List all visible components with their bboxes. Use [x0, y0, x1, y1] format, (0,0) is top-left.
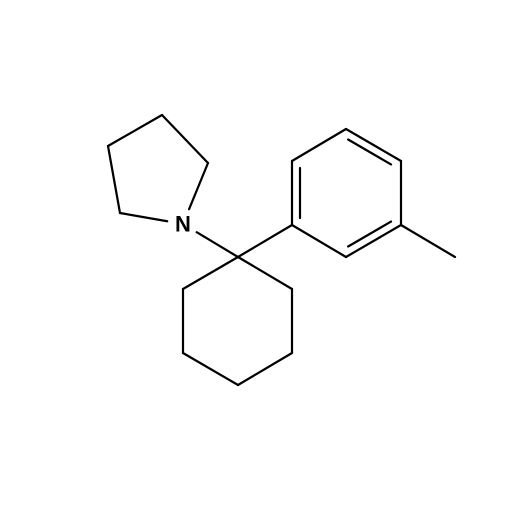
bond — [238, 225, 292, 257]
bond — [120, 213, 167, 221]
bond — [238, 353, 292, 385]
atom-label-n: N — [175, 212, 191, 237]
bond — [162, 115, 208, 163]
bond — [346, 225, 401, 257]
chemical-structure-diagram: N — [0, 0, 510, 510]
bond — [183, 257, 238, 289]
bond — [292, 225, 346, 257]
bond — [238, 257, 292, 289]
bond — [183, 353, 238, 385]
bond — [108, 146, 120, 213]
bond — [346, 129, 401, 161]
bond — [401, 225, 455, 257]
bond — [197, 232, 238, 257]
bond — [108, 115, 162, 146]
bond — [189, 163, 208, 209]
bond — [292, 129, 346, 161]
